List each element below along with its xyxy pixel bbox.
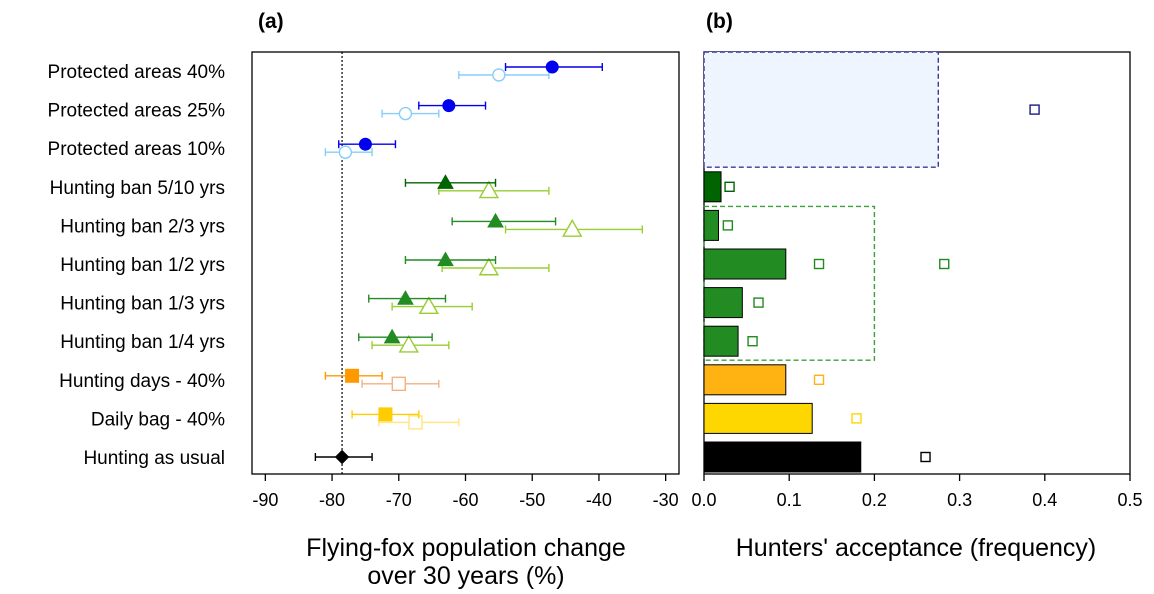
open-square-marker <box>813 258 825 270</box>
panel-b-tick-label: 0.1 <box>777 490 802 510</box>
panel-b-xlabel: Hunters' acceptance (frequency) <box>736 534 1097 562</box>
circle-marker <box>442 99 456 113</box>
triangle-marker <box>383 328 401 344</box>
category-label: Protected areas 40% <box>48 62 226 83</box>
circle-marker <box>338 145 353 159</box>
point-filled <box>338 137 397 151</box>
point-filled <box>368 290 447 305</box>
category-label: Daily bag - 40% <box>91 409 225 430</box>
bar <box>703 287 743 319</box>
bar <box>703 248 787 280</box>
triangle-marker <box>562 218 583 237</box>
square-marker <box>408 415 423 430</box>
point-open <box>371 334 450 353</box>
open-square-marker <box>851 413 862 424</box>
point-filled <box>351 407 420 422</box>
square-marker <box>345 368 360 383</box>
category-label: Protected areas 10% <box>48 139 226 160</box>
panel-a-tick-label: -30 <box>653 490 679 510</box>
panel-b-tick-label: 0.5 <box>1117 490 1142 510</box>
diamond-marker <box>334 449 350 465</box>
category-labels: Protected areas 40% Protected areas 25% Pr… <box>48 62 226 469</box>
triangle-marker <box>487 212 504 228</box>
point-open <box>438 180 550 199</box>
circle-marker <box>492 68 506 82</box>
category-label: Hunting as usual <box>83 448 225 469</box>
point-open <box>441 257 550 276</box>
panel-b-tick-label: 0.4 <box>1032 490 1057 510</box>
triangle-marker <box>397 290 414 305</box>
category-label: Hunting days - 40% <box>59 371 225 392</box>
panel-a-tick-label: -90 <box>252 490 278 510</box>
panel-a-tick-label: -50 <box>519 490 545 510</box>
open-square-marker <box>1029 104 1040 115</box>
point-filled <box>324 368 383 383</box>
open-square-marker <box>920 451 931 463</box>
panel-a-tick-label: -60 <box>452 490 478 510</box>
point-open <box>324 145 373 159</box>
point-open <box>504 218 644 237</box>
panel-label-b: (b) <box>706 10 733 33</box>
panel-b-tick-label: 0.0 <box>691 490 716 510</box>
square-marker <box>391 376 406 391</box>
panel-a-tick-label: -40 <box>586 490 612 510</box>
circle-marker <box>358 137 372 151</box>
point-open <box>361 376 440 391</box>
bar <box>703 209 719 241</box>
panel-a-tick-label: -80 <box>319 490 345 510</box>
panel-a-xlabel-line2: over 30 years (%) <box>367 562 564 590</box>
panel-b-plot: 0.0 0.1 0.2 0.3 0.4 0.5 <box>691 51 1143 510</box>
open-square-marker <box>813 374 825 385</box>
circle-marker <box>398 106 413 121</box>
panel-label-a: (a) <box>258 10 284 33</box>
triangle-marker <box>478 257 500 276</box>
open-square-marker <box>939 258 950 270</box>
open-square-marker <box>747 336 758 347</box>
triangle-marker <box>478 180 500 199</box>
triangle-marker <box>437 174 454 189</box>
point-filled <box>504 60 603 74</box>
bar <box>703 171 722 203</box>
point-filled <box>358 328 433 344</box>
bar <box>703 364 787 396</box>
bar <box>703 325 739 357</box>
point-open <box>378 415 460 430</box>
point-filled <box>451 212 557 228</box>
category-label: Hunting ban 5/10 yrs <box>50 178 225 199</box>
open-square-marker <box>724 181 735 193</box>
category-label: Hunting ban 1/4 yrs <box>60 332 225 353</box>
bar <box>703 402 813 434</box>
triangle-marker <box>418 296 440 315</box>
point-filled <box>418 99 487 113</box>
bar <box>703 441 862 473</box>
triangle-marker <box>437 251 454 267</box>
open-square-marker <box>753 297 764 308</box>
panel-b-tick-label: 0.2 <box>862 490 887 510</box>
panel-a-tick-label: -70 <box>386 490 412 510</box>
panel-a-xlabel-line1: Flying-fox population change <box>306 534 626 562</box>
point-open <box>381 106 440 121</box>
circle-marker <box>545 60 559 74</box>
category-label: Protected areas 25% <box>48 101 226 122</box>
group-box <box>703 205 876 361</box>
triangle-marker <box>398 334 419 353</box>
panel-a-plot: -90 -80 -70 -60 -50 -40 -30 <box>251 51 680 510</box>
point-open <box>391 296 473 315</box>
open-square-marker <box>722 220 734 231</box>
category-label: Hunting ban 2/3 yrs <box>60 216 225 237</box>
point-filled <box>404 251 497 267</box>
square-marker <box>378 407 393 422</box>
group-box <box>703 51 940 168</box>
panel-b-tick-label: 0.3 <box>947 490 972 510</box>
category-label: Hunting ban 1/3 yrs <box>60 294 225 315</box>
category-label: Hunting ban 1/2 yrs <box>60 255 225 276</box>
point-filled <box>314 449 373 465</box>
point-filled <box>404 174 497 189</box>
point-open <box>458 68 550 82</box>
panel-a-frame <box>251 51 680 475</box>
